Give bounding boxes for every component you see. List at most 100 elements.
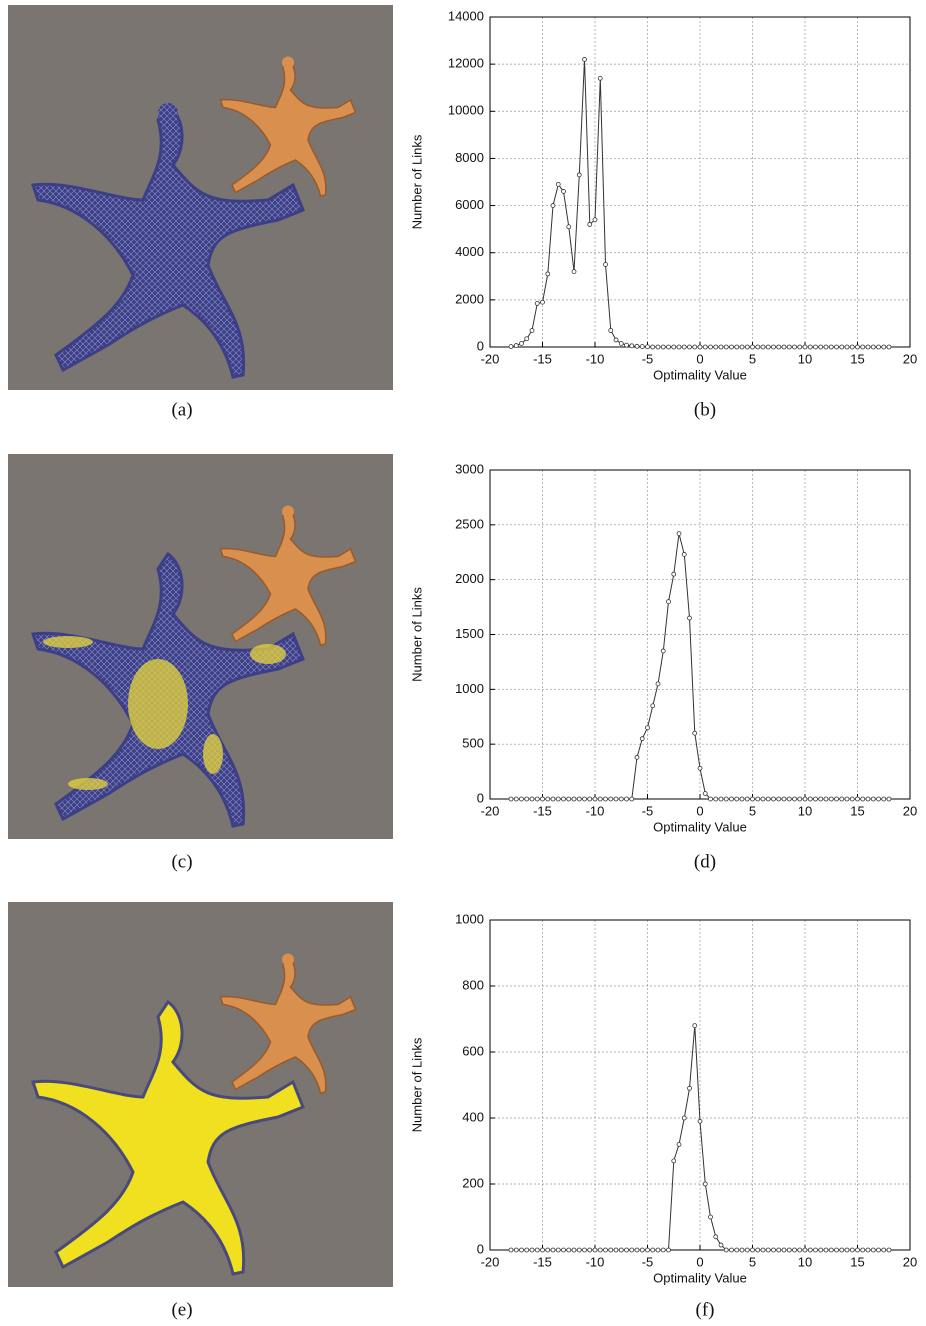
data-point bbox=[639, 1247, 645, 1253]
caption: (c) bbox=[171, 851, 192, 872]
y-tick-label: 1000 bbox=[455, 911, 484, 926]
plot-frame bbox=[489, 469, 911, 800]
x-tick-label: 10 bbox=[798, 803, 812, 818]
y-tick-label: 800 bbox=[462, 977, 484, 992]
y-tick-label: 4000 bbox=[455, 244, 484, 259]
x-tick-label: -5 bbox=[642, 803, 654, 818]
data-point bbox=[744, 796, 750, 802]
data-point bbox=[634, 343, 640, 349]
data-point bbox=[618, 341, 624, 346]
x-tick-label: 0 bbox=[696, 803, 703, 818]
data-point bbox=[771, 1247, 776, 1253]
data-point bbox=[739, 1247, 745, 1253]
y-tick-label: 2500 bbox=[455, 516, 484, 531]
data-point bbox=[592, 1247, 598, 1253]
data-point bbox=[576, 796, 582, 802]
data-point bbox=[723, 344, 729, 350]
data-point bbox=[713, 344, 719, 350]
data-point bbox=[802, 796, 808, 802]
data-point bbox=[818, 344, 824, 350]
data-point bbox=[639, 736, 645, 742]
data-point bbox=[781, 344, 787, 350]
data-point bbox=[582, 1247, 587, 1253]
plot-frame bbox=[489, 919, 911, 1251]
y-tick-label: 14000 bbox=[448, 8, 484, 23]
data-point bbox=[608, 1247, 614, 1253]
data-point bbox=[587, 1247, 593, 1253]
y-tick-label: 8000 bbox=[455, 150, 484, 165]
data-point bbox=[807, 344, 813, 350]
data-point bbox=[697, 344, 703, 350]
x-tick-label: 10 bbox=[798, 1254, 812, 1269]
data-point bbox=[519, 341, 524, 346]
data-point bbox=[618, 796, 624, 802]
data-point bbox=[613, 1247, 619, 1253]
x-tick-label: 0 bbox=[696, 1254, 703, 1269]
data-point bbox=[545, 271, 551, 277]
data-point bbox=[776, 344, 782, 350]
data-point bbox=[555, 1247, 561, 1253]
data-point bbox=[834, 796, 839, 802]
data-point bbox=[828, 344, 834, 350]
x-tick-label: 20 bbox=[903, 1254, 917, 1269]
data-point bbox=[582, 796, 587, 802]
y-tick-label: 0 bbox=[477, 790, 484, 805]
data-point bbox=[870, 344, 876, 350]
data-point bbox=[671, 571, 677, 577]
data-point bbox=[624, 342, 629, 348]
data-point bbox=[849, 1247, 855, 1253]
data-point bbox=[708, 1214, 713, 1220]
data-point bbox=[508, 1247, 514, 1253]
data-point bbox=[729, 1247, 734, 1253]
x-tick-label: -5 bbox=[642, 1254, 654, 1269]
data-point bbox=[797, 796, 803, 802]
data-point bbox=[608, 328, 614, 333]
data-point bbox=[786, 796, 792, 802]
data-point bbox=[844, 1247, 850, 1253]
data-point bbox=[550, 796, 556, 802]
data-point bbox=[881, 796, 887, 802]
x-tick-label: 10 bbox=[798, 351, 812, 366]
data-point bbox=[886, 796, 892, 802]
data-point bbox=[876, 1247, 881, 1253]
y-tick-label: 500 bbox=[462, 736, 484, 751]
data-point bbox=[666, 344, 671, 350]
y-tick-label: 0 bbox=[477, 1241, 484, 1256]
data-point bbox=[865, 796, 871, 802]
data-point bbox=[765, 796, 771, 802]
data-point bbox=[555, 181, 561, 187]
mesh-image bbox=[8, 5, 393, 390]
x-tick-label: 5 bbox=[749, 351, 756, 366]
data-point bbox=[818, 796, 824, 802]
data-point bbox=[792, 796, 797, 802]
data-point bbox=[597, 75, 603, 81]
data-point bbox=[629, 796, 635, 802]
data-point bbox=[692, 344, 698, 350]
data-point bbox=[624, 796, 629, 802]
data-point bbox=[660, 1247, 666, 1253]
data-point bbox=[671, 1158, 677, 1164]
data-point bbox=[687, 1085, 692, 1091]
chart: -20 -15 -10 -5 0 5 10 15 20 0 2000 4000 6000 8000 1000… bbox=[409, 8, 917, 382]
data-point bbox=[870, 1247, 876, 1253]
x-tick-label: -20 bbox=[481, 1254, 500, 1269]
y-tick-label: 6000 bbox=[455, 197, 484, 212]
x-axis-label: Optimality Value bbox=[653, 819, 747, 834]
data-point bbox=[708, 796, 713, 802]
data-point bbox=[765, 344, 771, 350]
data-point bbox=[755, 796, 761, 802]
data-point bbox=[534, 796, 540, 802]
data-point bbox=[587, 222, 593, 227]
data-point bbox=[545, 1247, 551, 1253]
data-point bbox=[660, 344, 666, 350]
data-point bbox=[681, 344, 687, 350]
data-point bbox=[870, 796, 876, 802]
x-tick-label: 15 bbox=[850, 351, 864, 366]
data-point bbox=[692, 730, 698, 736]
data-point bbox=[582, 57, 587, 62]
x-tick-label: -20 bbox=[481, 803, 500, 818]
data-point bbox=[513, 1247, 519, 1253]
data-point bbox=[650, 703, 656, 709]
data-point bbox=[508, 344, 514, 349]
